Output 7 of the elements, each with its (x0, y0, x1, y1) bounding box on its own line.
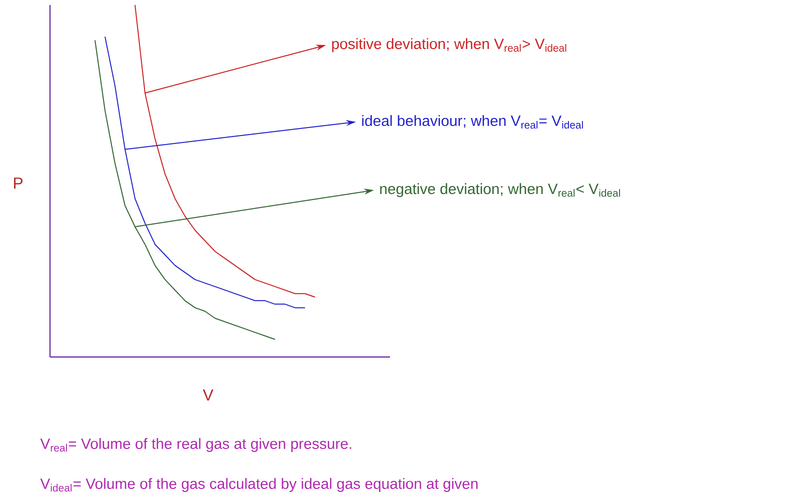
text: negative deviation; when V$_{real}$< V$_{ideal}$ (380, 183, 620, 198)
text: V$_{real}$= Volume of the real gas at given pressure. (40, 438, 352, 452)
text: positive deviation; when V$_{real}$> V$_{ideal}$ (332, 38, 566, 52)
y-axis-title: P (14, 178, 23, 189)
text: ideal behaviour; when V$_{real}$= V$_{ideal}$ (362, 115, 583, 129)
text: V$_{ideal}$= Volume of the gas calculated by ideal gas equation at given (40, 478, 478, 492)
x-axis-title: V (202, 390, 214, 400)
